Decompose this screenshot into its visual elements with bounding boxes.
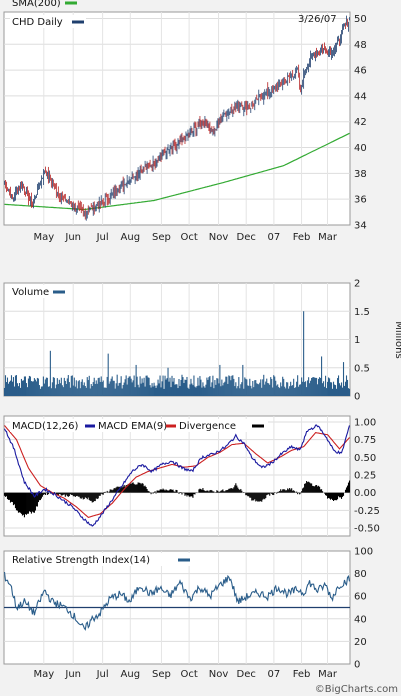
rsi-ytick-label: 100: [354, 547, 373, 558]
price-ytick-label: 50: [354, 14, 367, 25]
price-xtick-label: Sep: [152, 232, 171, 243]
rsi-xtick-label: Aug: [121, 669, 141, 680]
macd-ytick-label: -0.50: [354, 524, 380, 535]
volume-ytick-label: 1.5: [354, 307, 370, 318]
rsi-ytick-label: 40: [354, 614, 367, 625]
macd-ema-line: [4, 425, 350, 519]
price-xtick-label: Feb: [293, 232, 311, 243]
macd-ytick-label: 0.75: [354, 435, 376, 446]
rsi-line: [3, 572, 351, 631]
price-xtick-label: 07: [268, 232, 281, 243]
rsi-xtick-label: Dec: [237, 669, 256, 680]
legend-divergence-label: Divergence: [179, 421, 236, 432]
price-xtick-label: Jul: [96, 232, 109, 243]
rsi-xtick-label: Jun: [64, 669, 81, 680]
macd-ytick-label: 0.00: [354, 488, 376, 499]
macd-plot-area: [3, 415, 351, 537]
volume-panel: 2 1.5 1 0.5 0 Volume Millions: [3, 279, 401, 403]
macd-ytick-label: 0.25: [354, 471, 376, 482]
price-xtick-label: Dec: [237, 232, 256, 243]
price-ytick-label: 36: [354, 195, 367, 206]
price-xtick-label: May: [33, 232, 54, 243]
legend-macd-label: MACD(12,26): [12, 421, 79, 432]
price-chart-title: CHD Daily: [12, 17, 63, 28]
price-xtick-label: Aug: [121, 232, 141, 243]
price-xtick-label: Nov: [209, 232, 229, 243]
price-xtick-label: Jun: [64, 232, 81, 243]
macd-ytick-label: 1.00: [354, 418, 376, 429]
price-ytick-label: 46: [354, 66, 367, 77]
legend-rsi-bg: [10, 553, 192, 566]
rsi-xtick-label: Jul: [96, 669, 109, 680]
price-date-label: 3/26/07: [298, 14, 337, 25]
legend-volume-bg: [10, 285, 72, 298]
rsi-xtick-label: Feb: [293, 669, 311, 680]
rsi-xtick-label: May: [33, 669, 54, 680]
price-ytick-label: 42: [354, 117, 367, 128]
volume-ytick-label: 0.5: [354, 363, 370, 374]
legend-macd-ema-label: MACD EMA(9): [98, 421, 167, 432]
volume-unit-label: Millions: [393, 321, 401, 358]
rsi-ytick-label: 20: [354, 637, 367, 648]
volume-title: Volume: [12, 287, 49, 298]
price-ytick-label: 38: [354, 169, 367, 180]
rsi-xtick-label: Sep: [152, 669, 171, 680]
macd-ytick-label: -0.25: [354, 506, 380, 517]
volume-ytick-label: 0: [354, 392, 360, 403]
sma-200-line: [4, 132, 350, 211]
macd-ytick-label: 0.50: [354, 453, 376, 464]
price-ytick-label: 34: [354, 221, 367, 232]
volume-ytick-label: 1: [354, 335, 360, 346]
rsi-ytick-label: 80: [354, 569, 367, 580]
rsi-xtick-label: Mar: [318, 669, 338, 680]
legend-macd-bg: [10, 419, 268, 432]
legend-sma-label: SMA(200): [12, 0, 61, 9]
rsi-title: Relative Strength Index(14): [12, 555, 150, 566]
macd-line: [3, 424, 351, 527]
price-ytick-label: 44: [354, 91, 367, 102]
legend-price-bg: [10, 15, 86, 28]
macd-panel: 1.00 0.75 0.50 0.25 0.00 -0.25 -0.50 MACD(12,2…: [3, 415, 380, 537]
rsi-ytick-label: 60: [354, 592, 367, 603]
rsi-ytick-label: 0: [354, 660, 360, 671]
price-ytick-label: 48: [354, 40, 367, 51]
price-panel: 34 36 38 40 42 44 46 48 50 May Jun Jul Aug Sep Oct Nov…: [3, 0, 367, 243]
volume-ytick-label: 2: [354, 279, 360, 290]
price-ytick-label: 40: [354, 143, 367, 154]
footer-copyright: ©BigCharts.com: [315, 684, 398, 695]
rsi-xtick-label: 07: [268, 669, 281, 680]
price-xtick-label: Mar: [318, 232, 338, 243]
rsi-panel: 100 80 60 40 20 0 May Jun Jul Aug Sep Oct Nov Dec 07 F…: [3, 547, 373, 680]
price-xtick-label: Oct: [180, 232, 197, 243]
rsi-xtick-label: Nov: [209, 669, 229, 680]
rsi-xtick-label: Oct: [180, 669, 197, 680]
price-plot-area: [3, 11, 351, 226]
